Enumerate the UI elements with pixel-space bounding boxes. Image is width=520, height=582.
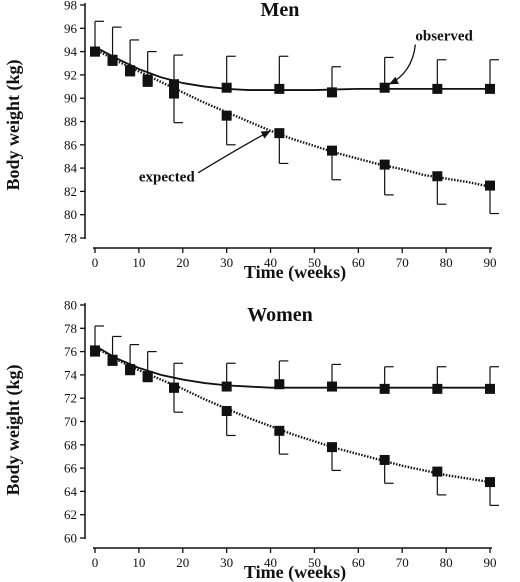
data-point-expected [432, 171, 443, 182]
data-point-expected [485, 477, 495, 488]
y-tick-label: 68 [64, 437, 77, 452]
y-tick-label: 60 [64, 531, 77, 546]
y-tick-label: 80 [64, 207, 77, 222]
y-tick-label: 94 [64, 44, 78, 59]
data-point-expected [169, 382, 179, 393]
data-point-expected [169, 88, 179, 99]
x-tick-label: 20 [176, 555, 189, 570]
y-tick-label: 92 [64, 67, 77, 82]
data-point-observed [485, 83, 495, 94]
data-point-observed [169, 79, 179, 90]
x-tick-label: 30 [220, 255, 233, 270]
y-tick-label: 96 [64, 21, 78, 36]
y-tick-label: 82 [64, 184, 77, 199]
x-tick-label: 70 [396, 555, 409, 570]
data-point-expected [142, 76, 153, 87]
data-point-expected [107, 55, 118, 66]
x-axis-title-men: Time (weeks) [244, 262, 346, 283]
data-point-expected [327, 145, 337, 156]
x-tick-label: 80 [440, 255, 453, 270]
data-point-expected [274, 425, 285, 436]
y-tick-label: 90 [64, 91, 77, 106]
annotation-arrow-expected [197, 130, 271, 174]
x-tick-label: 50 [308, 555, 321, 570]
y-tick-label: 78 [64, 231, 77, 246]
data-point-observed [379, 82, 390, 93]
y-axis-title-men: Body weight (kg) [3, 59, 24, 190]
x-tick-label: 90 [484, 255, 497, 270]
data-point-observed [274, 379, 285, 390]
data-point-expected [125, 365, 136, 376]
y-tick-label: 72 [64, 391, 77, 406]
panel-women: Women Body weight (kg) Time (weeks) 60 62… [3, 298, 499, 582]
annotation-label-expected: expected [139, 169, 195, 185]
x-tick-label: 60 [352, 255, 365, 270]
panel-title-women: Women [247, 304, 313, 326]
series-line-expected [94, 345, 491, 484]
y-tick-label: 64 [64, 484, 78, 499]
y-tick-label: 78 [64, 321, 77, 336]
x-tick-label: 70 [396, 255, 409, 270]
panel-title-men: Men [261, 0, 300, 21]
x-tick-label: 80 [440, 555, 453, 570]
annotation-arrow-observed [388, 44, 417, 85]
x-tick-label: 90 [484, 555, 497, 570]
y-tick-label: 98 [64, 0, 77, 13]
data-point-expected [142, 372, 153, 383]
y-tick-label: 80 [64, 298, 77, 313]
data-point-expected [125, 66, 136, 77]
annotation-arrowhead-observed [389, 76, 399, 85]
y-tick-label: 66 [64, 461, 78, 476]
y-axis-title-women: Body weight (kg) [3, 364, 24, 495]
x-tick-label: 40 [264, 555, 277, 570]
x-tick-label: 20 [176, 255, 189, 270]
data-point-observed [221, 381, 232, 392]
y-tick-label: 86 [64, 137, 78, 152]
x-tick-label: 50 [308, 255, 321, 270]
data-point-observed [379, 383, 390, 394]
panel-men: Men Body weight (kg) Time (weeks) 78 80 82… [3, 0, 499, 283]
y-tick-label: 74 [64, 367, 78, 382]
y-tick-label: 76 [64, 344, 78, 359]
x-tick-label: 30 [220, 555, 233, 570]
data-point-observed [432, 383, 443, 394]
data-point-expected [90, 46, 100, 57]
data-point-expected [107, 355, 118, 366]
x-tick-label: 10 [132, 255, 145, 270]
x-tick-label: 40 [264, 255, 277, 270]
data-point-observed [485, 383, 495, 394]
data-point-expected [379, 454, 390, 465]
data-point-observed [221, 82, 232, 93]
data-point-expected [327, 442, 337, 453]
x-tick-label: 0 [92, 255, 99, 270]
data-point-expected [274, 128, 285, 139]
y-tick-label: 84 [64, 161, 78, 176]
annotation-label-observed: observed [415, 28, 473, 44]
data-point-expected [379, 159, 390, 170]
y-tick-label: 62 [64, 507, 77, 522]
data-point-expected [221, 406, 232, 417]
data-point-expected [221, 110, 232, 121]
x-tick-label: 60 [352, 555, 365, 570]
y-tick-label: 88 [64, 114, 77, 129]
y-tick-label: 70 [64, 414, 77, 429]
x-tick-label: 10 [132, 555, 145, 570]
x-axis-title-women: Time (weeks) [244, 562, 346, 582]
data-point-expected [90, 346, 100, 357]
data-point-observed [432, 83, 443, 94]
data-point-observed [274, 83, 285, 94]
x-tick-label: 0 [92, 555, 99, 570]
data-point-observed [327, 87, 337, 98]
data-point-expected [432, 466, 443, 477]
series-line-expected [94, 48, 491, 188]
data-point-expected [485, 180, 495, 191]
data-point-observed [327, 381, 337, 392]
annotation-arrowhead-expected [260, 130, 271, 139]
series-line-observed [94, 344, 490, 389]
series-line-observed [94, 46, 490, 91]
